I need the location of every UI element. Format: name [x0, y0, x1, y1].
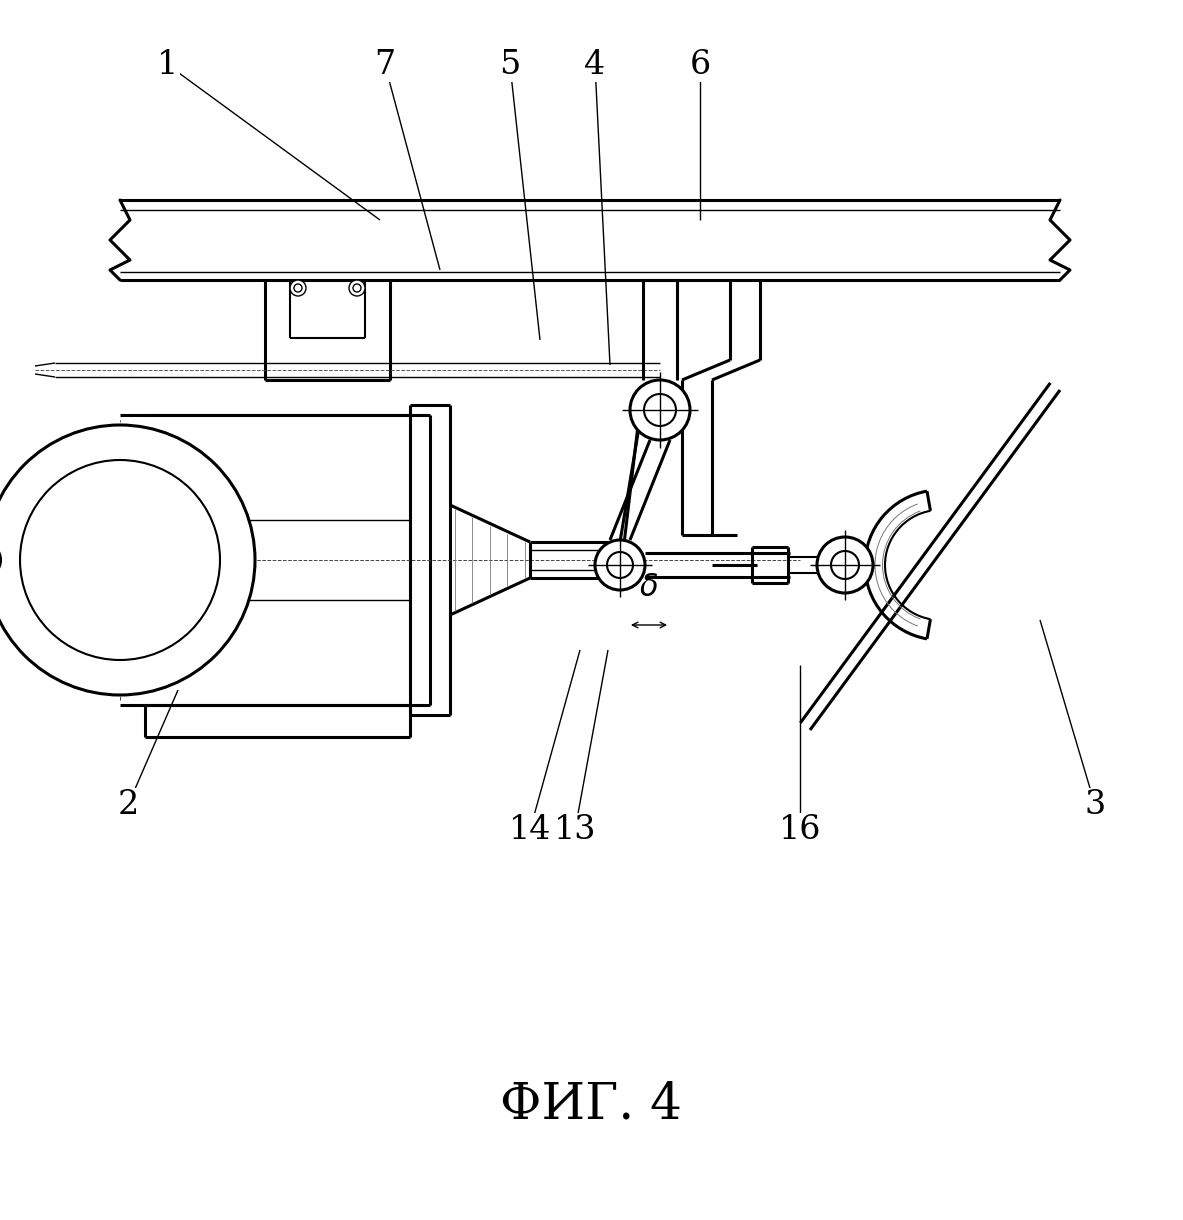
- Circle shape: [20, 460, 220, 660]
- Circle shape: [295, 284, 302, 292]
- Circle shape: [290, 281, 306, 296]
- Text: 13: 13: [554, 814, 596, 845]
- Text: 7: 7: [375, 49, 395, 81]
- Text: 5: 5: [499, 49, 521, 81]
- Text: 16: 16: [778, 814, 821, 845]
- Text: 2: 2: [117, 789, 138, 821]
- Text: 1: 1: [157, 49, 179, 81]
- Circle shape: [595, 540, 645, 590]
- Circle shape: [0, 425, 256, 695]
- Circle shape: [830, 551, 859, 580]
- Text: 6: 6: [690, 49, 711, 81]
- Circle shape: [353, 284, 361, 292]
- Circle shape: [631, 379, 690, 440]
- Text: 4: 4: [584, 49, 606, 81]
- Circle shape: [349, 281, 366, 296]
- Circle shape: [607, 551, 633, 578]
- Circle shape: [644, 394, 675, 426]
- Text: ФИГ. 4: ФИГ. 4: [500, 1080, 681, 1130]
- Text: $\delta$: $\delta$: [639, 572, 659, 603]
- Text: 3: 3: [1085, 789, 1106, 821]
- Circle shape: [817, 537, 873, 593]
- Text: 14: 14: [509, 814, 551, 845]
